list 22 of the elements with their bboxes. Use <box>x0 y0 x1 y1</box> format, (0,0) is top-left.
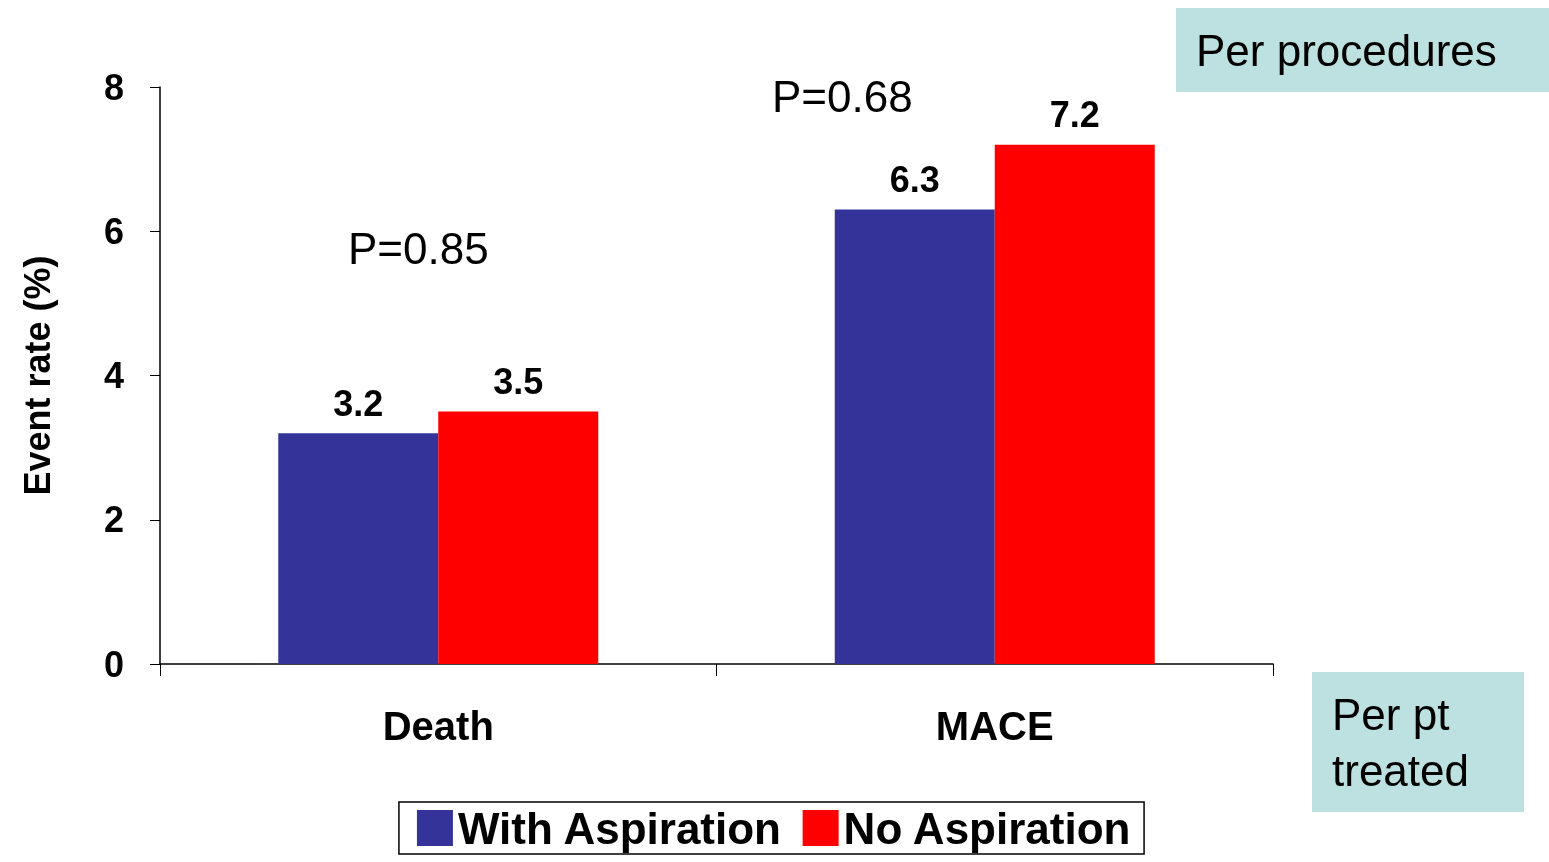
y-tick-label: 4 <box>103 355 124 396</box>
text: Per pt treated <box>1332 689 1469 795</box>
bar <box>834 209 995 664</box>
data-label: 3.2 <box>333 382 384 424</box>
data-label: 7.2 <box>1049 94 1100 136</box>
y-tick-label: 2 <box>103 499 124 541</box>
annotation: P=0.68 <box>772 71 913 121</box>
x-tick-label: Death <box>382 704 494 748</box>
y-tick-label: 6 <box>103 210 124 252</box>
y-axis-title: Event rate (%) <box>16 255 58 496</box>
bar <box>438 411 599 664</box>
legend-label: No Aspiration <box>843 803 1131 853</box>
bar <box>278 433 439 664</box>
y-tick-label: 0 <box>103 643 124 685</box>
x-tick-label: MACE <box>935 704 1054 748</box>
text: Per procedures <box>1196 25 1497 75</box>
data-label: 6.3 <box>889 159 940 201</box>
annotation: P=0.85 <box>348 223 489 273</box>
bar <box>994 144 1155 664</box>
legend-label: With Aspiration <box>457 803 781 853</box>
y-tick-label: 8 <box>103 66 124 108</box>
data-label: 3.5 <box>493 361 544 403</box>
